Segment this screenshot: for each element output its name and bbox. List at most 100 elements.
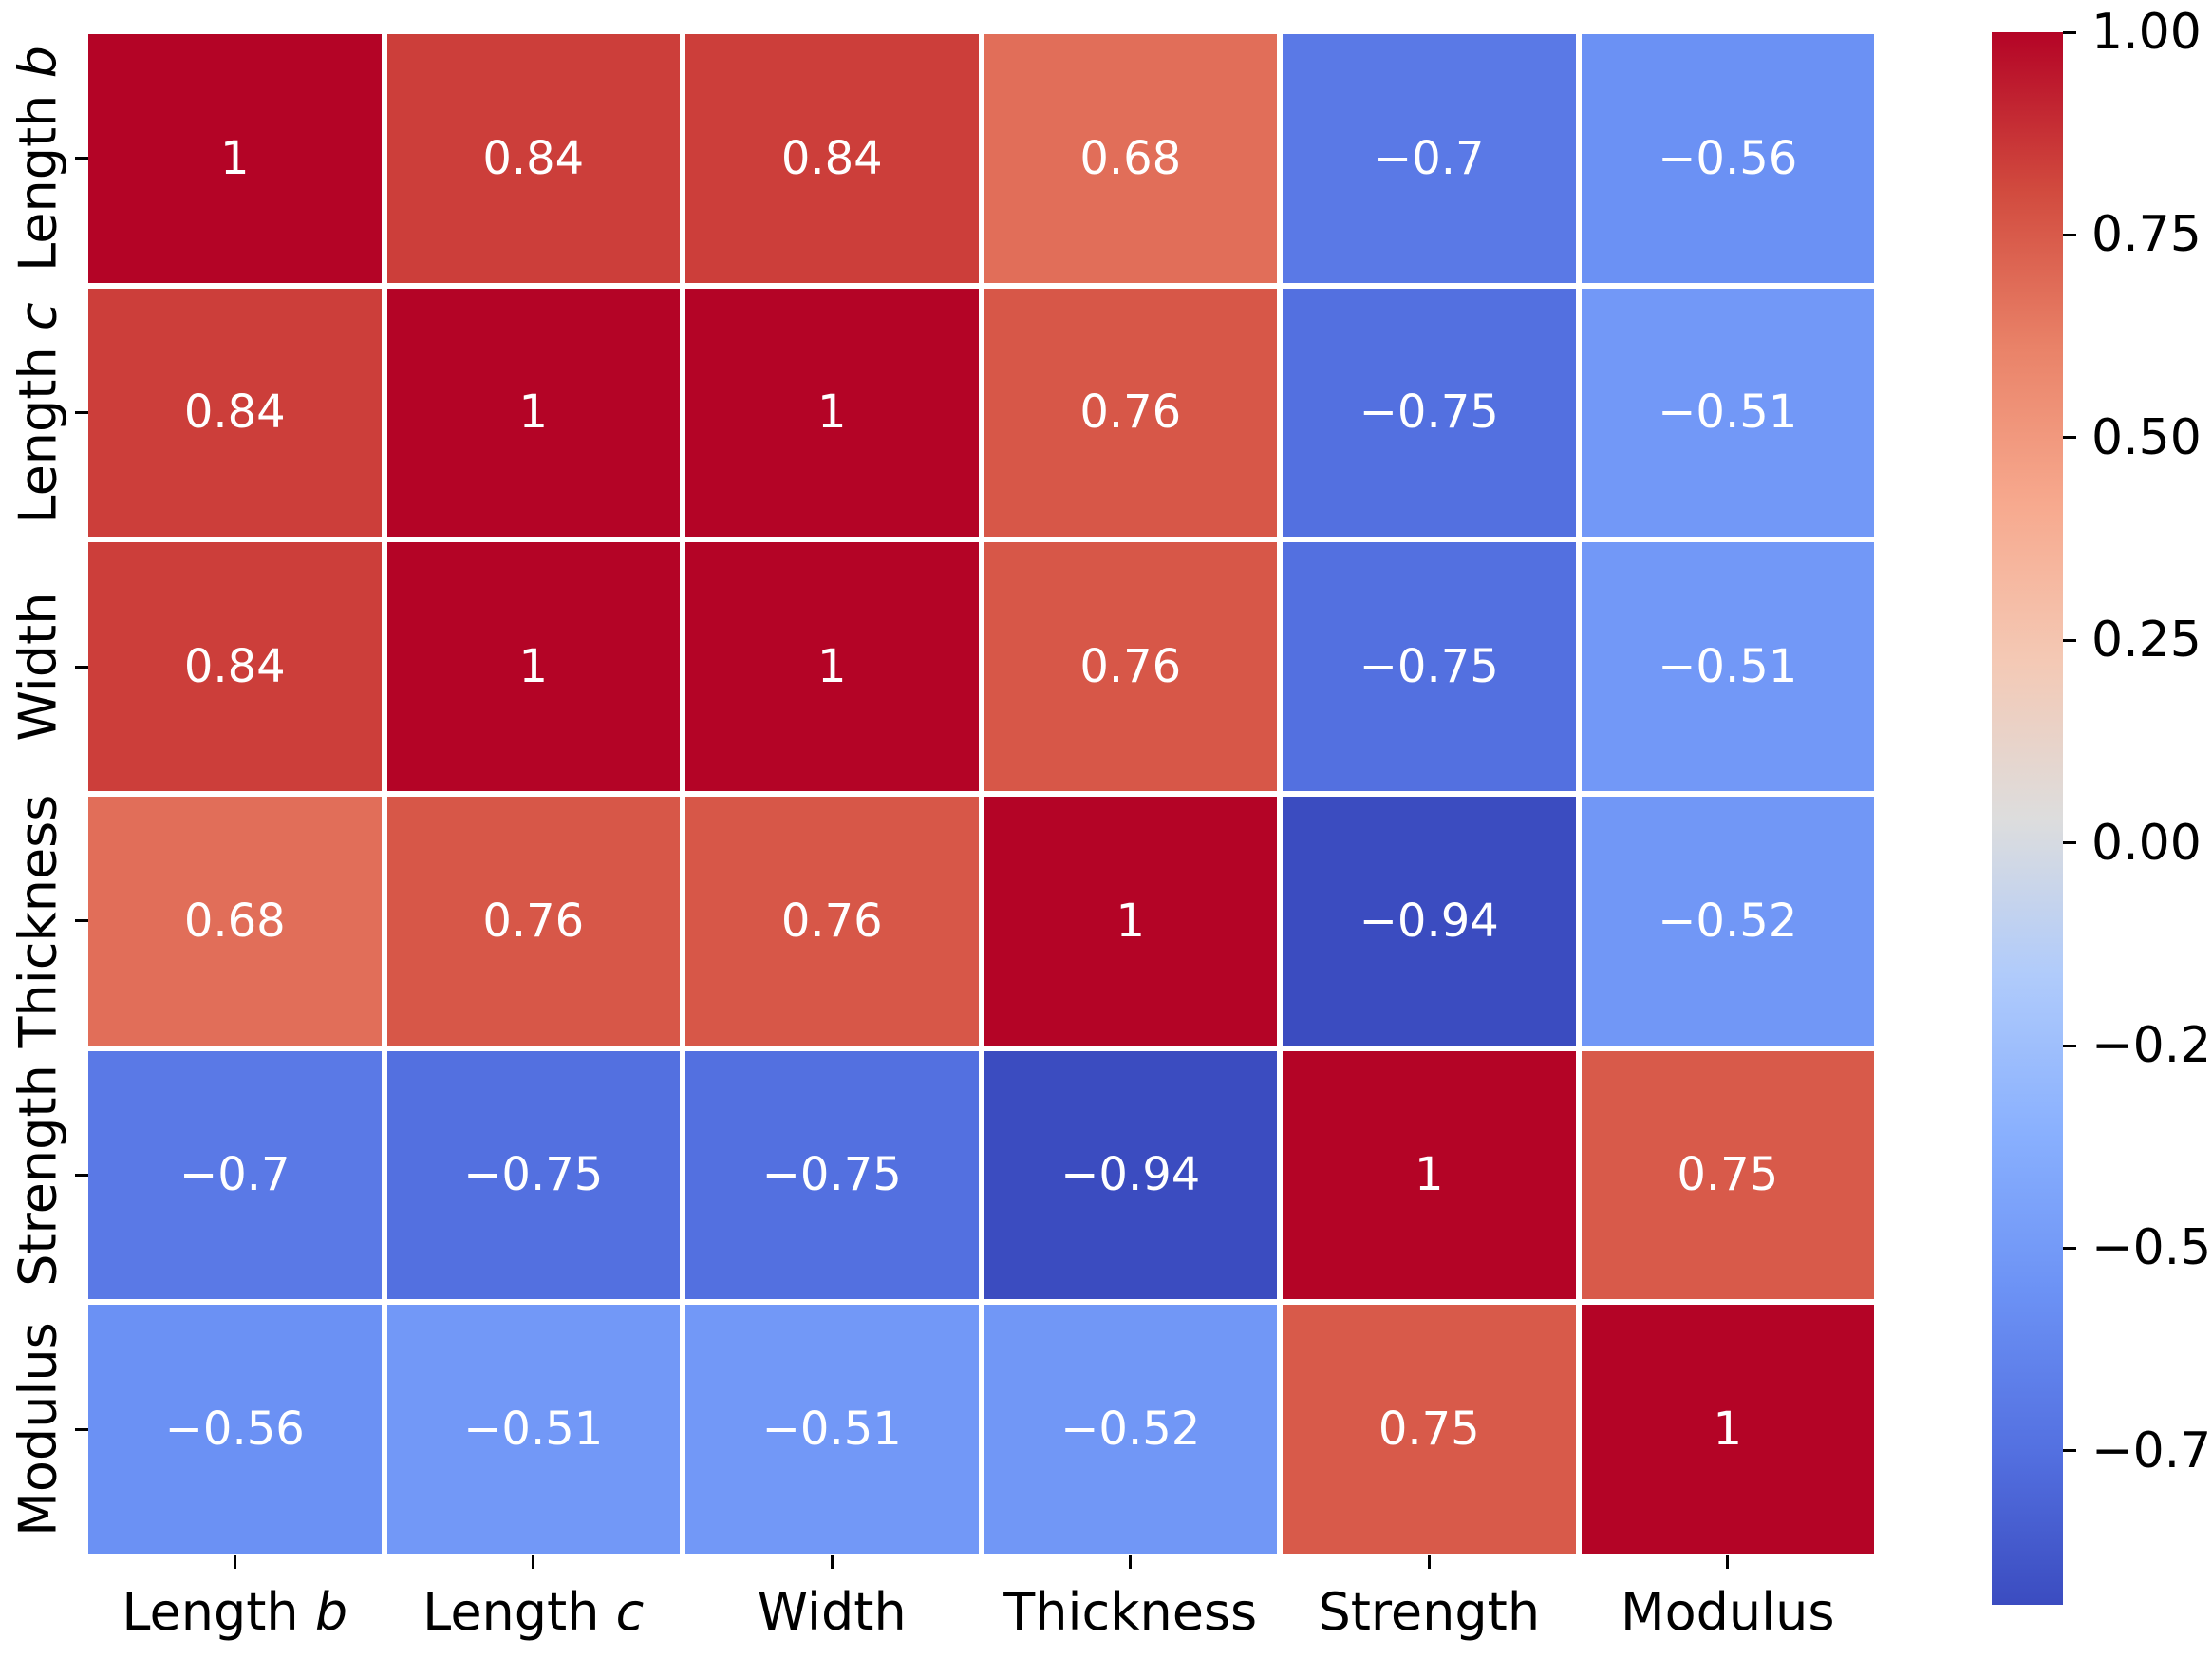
- cell-value: −0.7: [178, 1148, 291, 1202]
- colorbar-tick-label: −0.25: [2091, 1017, 2212, 1074]
- math-italic-symbol: b: [8, 45, 68, 79]
- heatmap-cell: −0.51: [1581, 542, 1874, 791]
- heatmap-cell: −0.7: [88, 1050, 382, 1300]
- cell-value: −0.51: [761, 1403, 902, 1457]
- colorbar-tick-label: −0.75: [2091, 1422, 2212, 1479]
- heatmap-grid: 1 0.84 0.84 0.68 −0.7 −0.56 0.84 1 1 0.76 −0.75 −0.…: [88, 34, 1874, 1554]
- heatmap-cell: −0.75: [1283, 288, 1576, 537]
- heatmap-cell: −0.51: [1581, 288, 1874, 537]
- heatmap-cell: −0.52: [1581, 796, 1874, 1046]
- heatmap-cell: 1: [88, 34, 382, 283]
- heatmap-cell: −0.51: [386, 1305, 680, 1554]
- heatmap-cell: 0.84: [386, 34, 680, 283]
- cell-value: 0.75: [1677, 1148, 1779, 1202]
- tick-label-text: Thickness: [1003, 1582, 1258, 1642]
- heatmap-cell: 1: [386, 288, 680, 537]
- x-tick-label: Length b: [122, 1582, 347, 1642]
- cell-value: −0.7: [1373, 131, 1485, 185]
- x-tick-mark: [1129, 1555, 1133, 1569]
- heatmap-cell: 0.75: [1581, 1050, 1874, 1300]
- x-tick-label: Thickness: [1003, 1582, 1257, 1642]
- cell-value: 0.68: [183, 894, 286, 948]
- heatmap-cell: 0.75: [1283, 1305, 1576, 1554]
- colorbar-tick-mark: [2063, 638, 2076, 642]
- y-tick-label: Length b: [9, 46, 68, 272]
- colorbar-tick-label: 0.00: [2091, 814, 2202, 872]
- heatmap-cell: 0.76: [386, 796, 680, 1046]
- colorbar-tick-label: 0.25: [2091, 612, 2202, 669]
- math-italic-symbol: b: [314, 1582, 348, 1642]
- x-tick-mark: [532, 1555, 535, 1569]
- cell-value: 1: [816, 386, 847, 440]
- cell-value: 1: [518, 640, 549, 694]
- cell-value: −0.51: [463, 1403, 604, 1457]
- cell-value: −0.51: [1658, 640, 1798, 694]
- cell-value: −0.94: [1060, 1148, 1201, 1202]
- cell-value: 0.76: [1079, 386, 1182, 440]
- cell-value: 0.84: [780, 131, 883, 185]
- cell-value: 1: [518, 386, 549, 440]
- heatmap-cell: −0.94: [1283, 796, 1576, 1046]
- cell-value: 0.76: [1079, 640, 1182, 694]
- math-italic-symbol: c: [8, 301, 68, 330]
- colorbar: [1992, 32, 2063, 1605]
- y-tick-mark: [75, 1174, 88, 1177]
- cell-value: 0.84: [183, 640, 286, 694]
- colorbar-tick-mark: [2063, 233, 2076, 236]
- y-tick-mark: [75, 1427, 88, 1431]
- y-tick-label: Strength: [9, 1065, 68, 1287]
- heatmap-cell: 1: [984, 796, 1277, 1046]
- x-tick-label: Length c: [422, 1582, 644, 1642]
- x-tick-label: Strength: [1318, 1582, 1540, 1642]
- cell-value: 0.76: [482, 894, 585, 948]
- tick-label-text: Width: [8, 592, 68, 742]
- cell-value: 1: [1115, 894, 1146, 948]
- heatmap-cell: 0.84: [685, 34, 979, 283]
- cell-value: −0.52: [1060, 1403, 1201, 1457]
- tick-label-text: Modulus: [1621, 1582, 1835, 1642]
- heatmap-cell: 0.76: [984, 288, 1277, 537]
- x-tick-label: Modulus: [1621, 1582, 1835, 1642]
- y-tick-mark: [75, 919, 88, 923]
- cell-value: −0.75: [1359, 386, 1499, 440]
- y-tick-label: Width: [9, 593, 68, 742]
- x-tick-mark: [830, 1555, 834, 1569]
- heatmap-cell: −0.52: [984, 1305, 1277, 1554]
- cell-value: −0.75: [1359, 640, 1499, 694]
- cell-value: −0.52: [1658, 894, 1798, 948]
- cell-value: 0.84: [183, 386, 286, 440]
- tick-label-text: Length b: [8, 45, 68, 272]
- cell-value: −0.56: [1658, 131, 1798, 185]
- colorbar-tick-mark: [2063, 841, 2076, 845]
- colorbar-tick-label: −0.50: [2091, 1219, 2212, 1277]
- colorbar-tick-mark: [2063, 1044, 2076, 1047]
- heatmap-cell: 0.76: [685, 796, 979, 1046]
- cell-value: −0.94: [1359, 894, 1499, 948]
- tick-label-text: Modulus: [8, 1322, 68, 1536]
- tick-label-text: Length c: [422, 1582, 645, 1642]
- x-tick-mark: [1726, 1555, 1730, 1569]
- cell-value: 1: [1713, 1403, 1743, 1457]
- heatmap-cell: 0.68: [88, 796, 382, 1046]
- cell-value: 0.76: [780, 894, 883, 948]
- cell-value: 1: [1414, 1148, 1444, 1202]
- tick-label-text: Length c: [8, 301, 68, 524]
- cell-value: 1: [219, 131, 250, 185]
- tick-label-text: Width: [757, 1582, 907, 1642]
- cell-value: −0.51: [1658, 386, 1798, 440]
- tick-label-text: Strength: [1318, 1582, 1541, 1642]
- heatmap-cell: 0.84: [88, 542, 382, 791]
- x-tick-mark: [233, 1555, 236, 1569]
- colorbar-tick-label: 0.50: [2091, 408, 2202, 466]
- y-tick-mark: [75, 665, 88, 669]
- cell-value: −0.56: [164, 1403, 305, 1457]
- cell-value: 0.75: [1378, 1403, 1480, 1457]
- heatmap-cell: −0.75: [386, 1050, 680, 1300]
- tick-label-text: Strength: [8, 1064, 68, 1287]
- y-tick-label: Modulus: [9, 1322, 68, 1536]
- y-tick-label: Thickness: [9, 794, 68, 1047]
- heatmap-cell: −0.75: [685, 1050, 979, 1300]
- colorbar-tick-label: 0.75: [2091, 206, 2202, 264]
- cell-value: 0.68: [1079, 131, 1182, 185]
